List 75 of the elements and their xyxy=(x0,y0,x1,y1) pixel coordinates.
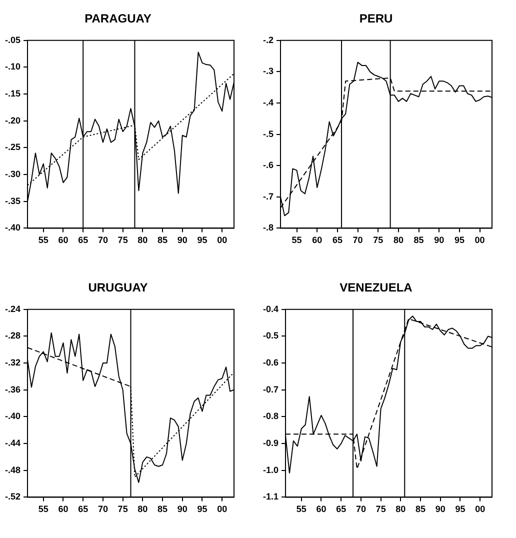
x-tick-label: 90 xyxy=(177,235,188,246)
y-tick-label: -0.4 xyxy=(262,304,279,314)
y-tick-label: -.15 xyxy=(4,88,21,99)
x-tick-label: 00 xyxy=(475,504,486,514)
x-tick-label: 95 xyxy=(197,504,208,514)
x-tick-label: 85 xyxy=(414,235,424,246)
y-tick-label: -.48 xyxy=(4,464,21,475)
y-tick-label: -0.5 xyxy=(262,330,279,341)
y-tick-label: -1.1 xyxy=(262,492,279,502)
y-tick-label: -.36 xyxy=(4,384,21,394)
x-tick-label: 65 xyxy=(332,235,342,246)
x-tick-label: 90 xyxy=(435,504,446,514)
y-tick-label: -.52 xyxy=(4,492,21,502)
y-tick-label: -.40 xyxy=(4,222,21,233)
x-tick-label: 95 xyxy=(197,235,208,246)
x-tick-label: 00 xyxy=(217,235,228,246)
y-tick-label: -.20 xyxy=(4,115,21,126)
x-tick-label: 55 xyxy=(296,504,306,514)
y-tick-label: -0.9 xyxy=(262,438,279,448)
y-tick-label: -.4 xyxy=(262,97,274,108)
y-tick-label: -.5 xyxy=(262,128,274,139)
x-tick-label: 70 xyxy=(356,504,366,514)
y-tick-label: -.32 xyxy=(4,358,21,368)
x-tick-label: 70 xyxy=(98,235,108,246)
x-tick-label: 85 xyxy=(158,235,168,246)
x-tick-label: 85 xyxy=(158,504,168,514)
x-tick-label: 95 xyxy=(455,504,466,514)
x-tick-label: 80 xyxy=(138,235,148,246)
y-tick-label: -.8 xyxy=(262,222,274,233)
x-tick-label: 75 xyxy=(376,504,386,514)
y-tick-label: -.24 xyxy=(4,304,21,314)
chart-title: VENEZUELA xyxy=(340,280,413,295)
x-tick-label: 95 xyxy=(454,235,464,246)
x-tick-label: 70 xyxy=(98,504,108,514)
y-tick-label: -.3 xyxy=(262,66,274,76)
chart-title: PARAGUAY xyxy=(84,12,152,26)
x-tick-label: 55 xyxy=(38,235,48,246)
x-tick-label: 90 xyxy=(434,235,444,246)
y-tick-label: -.25 xyxy=(4,142,21,152)
x-tick-label: 60 xyxy=(316,504,326,514)
x-tick-label: 00 xyxy=(217,504,228,514)
x-tick-label: 60 xyxy=(312,235,322,246)
x-tick-label: 85 xyxy=(416,504,426,514)
y-tick-label: -.7 xyxy=(262,191,274,202)
x-tick-label: 70 xyxy=(352,235,363,246)
y-tick-label: -0.7 xyxy=(262,384,279,394)
x-tick-label: 75 xyxy=(118,504,128,514)
y-tick-label: -.10 xyxy=(4,62,21,72)
y-tick-label: -.05 xyxy=(4,34,21,45)
x-tick-label: 80 xyxy=(138,504,148,514)
x-tick-label: 90 xyxy=(177,504,188,514)
y-tick-label: -.44 xyxy=(4,438,21,448)
x-tick-label: 75 xyxy=(373,235,384,246)
y-tick-label: -.28 xyxy=(4,330,21,341)
x-tick-label: 60 xyxy=(58,235,68,246)
y-tick-label: -.40 xyxy=(4,411,21,422)
x-tick-label: 00 xyxy=(474,235,485,246)
x-tick-label: 75 xyxy=(118,235,128,246)
x-tick-label: 65 xyxy=(336,504,346,514)
y-tick-label: -0.8 xyxy=(262,411,279,422)
x-tick-label: 65 xyxy=(78,235,88,246)
x-tick-label: 80 xyxy=(393,235,404,246)
x-tick-label: 55 xyxy=(38,504,48,514)
y-tick-label: -.6 xyxy=(262,160,274,170)
y-tick-label: -.30 xyxy=(4,169,21,180)
x-tick-label: 60 xyxy=(58,504,68,514)
chart-title: PERU xyxy=(359,12,393,26)
x-tick-label: 80 xyxy=(396,504,406,514)
y-tick-label: -0.6 xyxy=(262,358,279,368)
x-tick-label: 65 xyxy=(78,504,88,514)
x-tick-label: 55 xyxy=(292,235,302,246)
y-tick-label: -1.0 xyxy=(262,464,279,475)
chart-title: URUGUAY xyxy=(88,280,148,295)
y-tick-label: -.35 xyxy=(4,196,21,206)
y-tick-label: -.2 xyxy=(262,34,274,45)
